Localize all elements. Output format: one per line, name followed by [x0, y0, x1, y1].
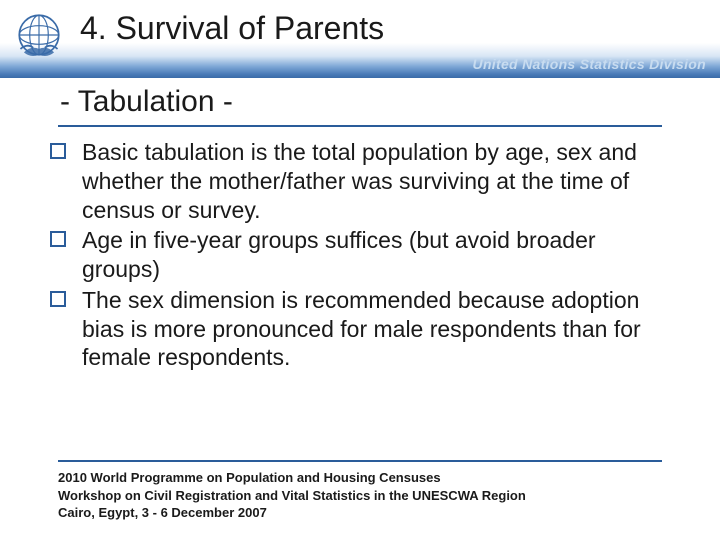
subtitle-underline	[58, 125, 662, 127]
list-item: Age in five-year groups suffices (but av…	[46, 226, 674, 284]
un-emblem-logo	[10, 6, 68, 64]
footer-line-2: Workshop on Civil Registration and Vital…	[58, 487, 662, 505]
slide-title: 4. Survival of Parents	[80, 10, 384, 47]
footer-text: 2010 World Programme on Population and H…	[58, 469, 662, 522]
list-item: The sex dimension is recommended because…	[46, 286, 674, 372]
footer-line-3: Cairo, Egypt, 3 - 6 December 2007	[58, 504, 662, 522]
square-bullet-icon	[50, 231, 66, 247]
footer-line-1: 2010 World Programme on Population and H…	[58, 469, 662, 487]
square-bullet-icon	[50, 291, 66, 307]
list-item: Basic tabulation is the total population…	[46, 138, 674, 224]
square-bullet-icon	[50, 143, 66, 159]
org-label: United Nations Statistics Division	[473, 56, 706, 72]
bullet-text: Basic tabulation is the total population…	[82, 139, 637, 223]
bullet-text: The sex dimension is recommended because…	[82, 287, 641, 371]
slide-subtitle: - Tabulation -	[60, 85, 233, 119]
bullet-text: Age in five-year groups suffices (but av…	[82, 227, 596, 282]
footer-divider	[58, 460, 662, 462]
bullet-list: Basic tabulation is the total population…	[46, 138, 674, 374]
